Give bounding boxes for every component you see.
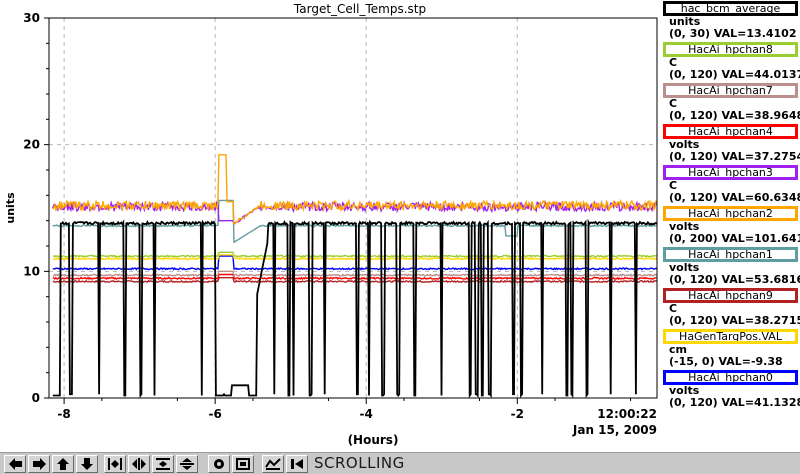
- legend-range: (0, 120): [669, 314, 718, 327]
- zoom-box-button[interactable]: [208, 455, 230, 473]
- legend-series-name[interactable]: HacAi_hpchan4: [663, 124, 798, 139]
- legend-series-name[interactable]: HacAi_hpchan0: [663, 370, 798, 385]
- end-time-label: 12:00:22: [597, 407, 657, 421]
- toolbar: SCROLLING: [0, 452, 800, 474]
- y-tick-label: 0: [32, 391, 40, 405]
- arrow-up-icon: [57, 458, 69, 470]
- legend-series-name[interactable]: HaGenTargPos.VAL: [663, 329, 798, 344]
- x-tick-label: -2: [511, 407, 524, 421]
- zoom-in-y-button[interactable]: [152, 455, 174, 473]
- y-tick-label: 10: [23, 264, 40, 278]
- legend-series-name[interactable]: hac_bcm_average: [663, 1, 798, 16]
- legend-units: cm: [669, 343, 687, 356]
- legend: hac_bcm_average units (0, 30) VAL=13.4102 H…: [660, 0, 800, 452]
- chart-title: Target_Cell_Temps.stp: [293, 2, 427, 16]
- zoom-out-y-button[interactable]: [176, 455, 198, 473]
- legend-current-value: VAL=38.2715: [721, 314, 800, 327]
- legend-current-value: VAL=-9.38: [718, 355, 783, 368]
- axis-ticks: 0 10 20 30 -8 -6 -4 -2: [23, 11, 632, 421]
- scroll-down-button[interactable]: [76, 455, 98, 473]
- legend-series-name[interactable]: HacAi_hpchan8: [663, 42, 798, 57]
- legend-range: (0, 200): [669, 232, 718, 245]
- legend-current-value: VAL=13.4102: [713, 27, 797, 40]
- legend-current-value: VAL=53.6816: [721, 273, 800, 286]
- legend-current-value: VAL=41.1328: [721, 396, 800, 409]
- legend-units: volts: [669, 138, 700, 151]
- undo-zoom-button[interactable]: [232, 455, 254, 473]
- plot-area[interactable]: 0 10 20 30 -8 -6 -4 -2 units (Hours) 12:00:22 J…: [0, 0, 660, 452]
- zoom-in-x-button[interactable]: [104, 455, 126, 473]
- legend-current-value: VAL=44.0137: [721, 68, 800, 81]
- legend-value: (0, 120) VAL=53.6816: [669, 273, 800, 286]
- y-axis-label: units: [4, 192, 17, 224]
- legend-series-name[interactable]: HacAi_hpchan9: [663, 288, 798, 303]
- legend-units: volts: [669, 220, 700, 233]
- add-marker-button[interactable]: [286, 455, 308, 473]
- legend-value: (0, 120) VAL=60.6348: [669, 191, 800, 204]
- arrow-down-icon: [81, 458, 93, 470]
- legend-series-name[interactable]: HacAi_hpchan7: [663, 83, 798, 98]
- zoom-out-x-button[interactable]: [128, 455, 150, 473]
- series-line-hacai-hpchan2: [52, 154, 658, 225]
- add-marker-icon: [291, 459, 303, 469]
- legend-range: (0, 120): [669, 396, 718, 409]
- legend-value: (0, 30) VAL=13.4102: [669, 27, 796, 40]
- legend-range: (0, 120): [669, 273, 718, 286]
- legend-units: C: [669, 302, 678, 315]
- zoom-in-x-icon: [108, 458, 122, 470]
- legend-current-value: VAL=37.2754: [721, 150, 800, 163]
- grid: [49, 18, 657, 398]
- legend-units: volts: [669, 384, 700, 397]
- x-tick-label: -6: [208, 407, 221, 421]
- legend-range: (0, 120): [669, 109, 718, 122]
- x-axis-label: (Hours): [348, 433, 399, 447]
- arrow-left-icon: [9, 458, 22, 470]
- snapshot-button[interactable]: [262, 455, 284, 473]
- legend-series-name[interactable]: HacAi_hpchan1: [663, 247, 798, 262]
- zoom-out-x-icon: [132, 458, 146, 470]
- legend-range: (0, 120): [669, 68, 718, 81]
- zoom-out-y-icon: [180, 458, 194, 470]
- scroll-up-button[interactable]: [52, 455, 74, 473]
- legend-range: (0, 120): [669, 150, 718, 163]
- legend-current-value: VAL=60.6348: [721, 191, 800, 204]
- zoom-box-icon: [214, 459, 224, 469]
- scrolling-mode-label: SCROLLING: [314, 454, 405, 472]
- end-date-label: Jan 15, 2009: [572, 423, 657, 437]
- legend-units: C: [669, 97, 678, 110]
- legend-series-name[interactable]: HacAi_hpchan2: [663, 206, 798, 221]
- x-tick-label: -8: [57, 407, 70, 421]
- legend-value: (0, 120) VAL=38.9648: [669, 109, 800, 122]
- legend-value: (0, 120) VAL=44.0137: [669, 68, 800, 81]
- arrow-right-icon: [33, 458, 46, 470]
- legend-units: C: [669, 179, 678, 192]
- legend-range: (0, 30): [669, 27, 711, 40]
- legend-value: (-15, 0) VAL=-9.38: [669, 355, 783, 368]
- legend-units: C: [669, 56, 678, 69]
- y-tick-label: 20: [23, 138, 40, 152]
- legend-value: (0, 200) VAL=101.641: [669, 232, 800, 245]
- undo-zoom-icon: [236, 458, 250, 470]
- legend-value: (0, 120) VAL=41.1328: [669, 396, 800, 409]
- zoom-in-y-icon: [156, 458, 170, 470]
- series-line-hac-bcm-average: [52, 218, 658, 399]
- legend-current-value: VAL=38.9648: [721, 109, 800, 122]
- legend-current-value: VAL=101.641: [721, 232, 800, 245]
- legend-units: units: [669, 15, 701, 28]
- legend-range: (-15, 0): [669, 355, 715, 368]
- legend-value: (0, 120) VAL=37.2754: [669, 150, 800, 163]
- snapshot-icon: [265, 458, 281, 470]
- plot-frame: [48, 17, 658, 399]
- y-tick-label: 30: [23, 11, 40, 25]
- x-tick-label: -4: [360, 407, 373, 421]
- scroll-left-button[interactable]: [4, 455, 26, 473]
- scroll-right-button[interactable]: [28, 455, 50, 473]
- legend-units: volts: [669, 261, 700, 274]
- legend-value: (0, 120) VAL=38.2715: [669, 314, 800, 327]
- series-lines: [52, 154, 658, 399]
- legend-series-name[interactable]: HacAi_hpchan3: [663, 165, 798, 180]
- legend-range: (0, 120): [669, 191, 718, 204]
